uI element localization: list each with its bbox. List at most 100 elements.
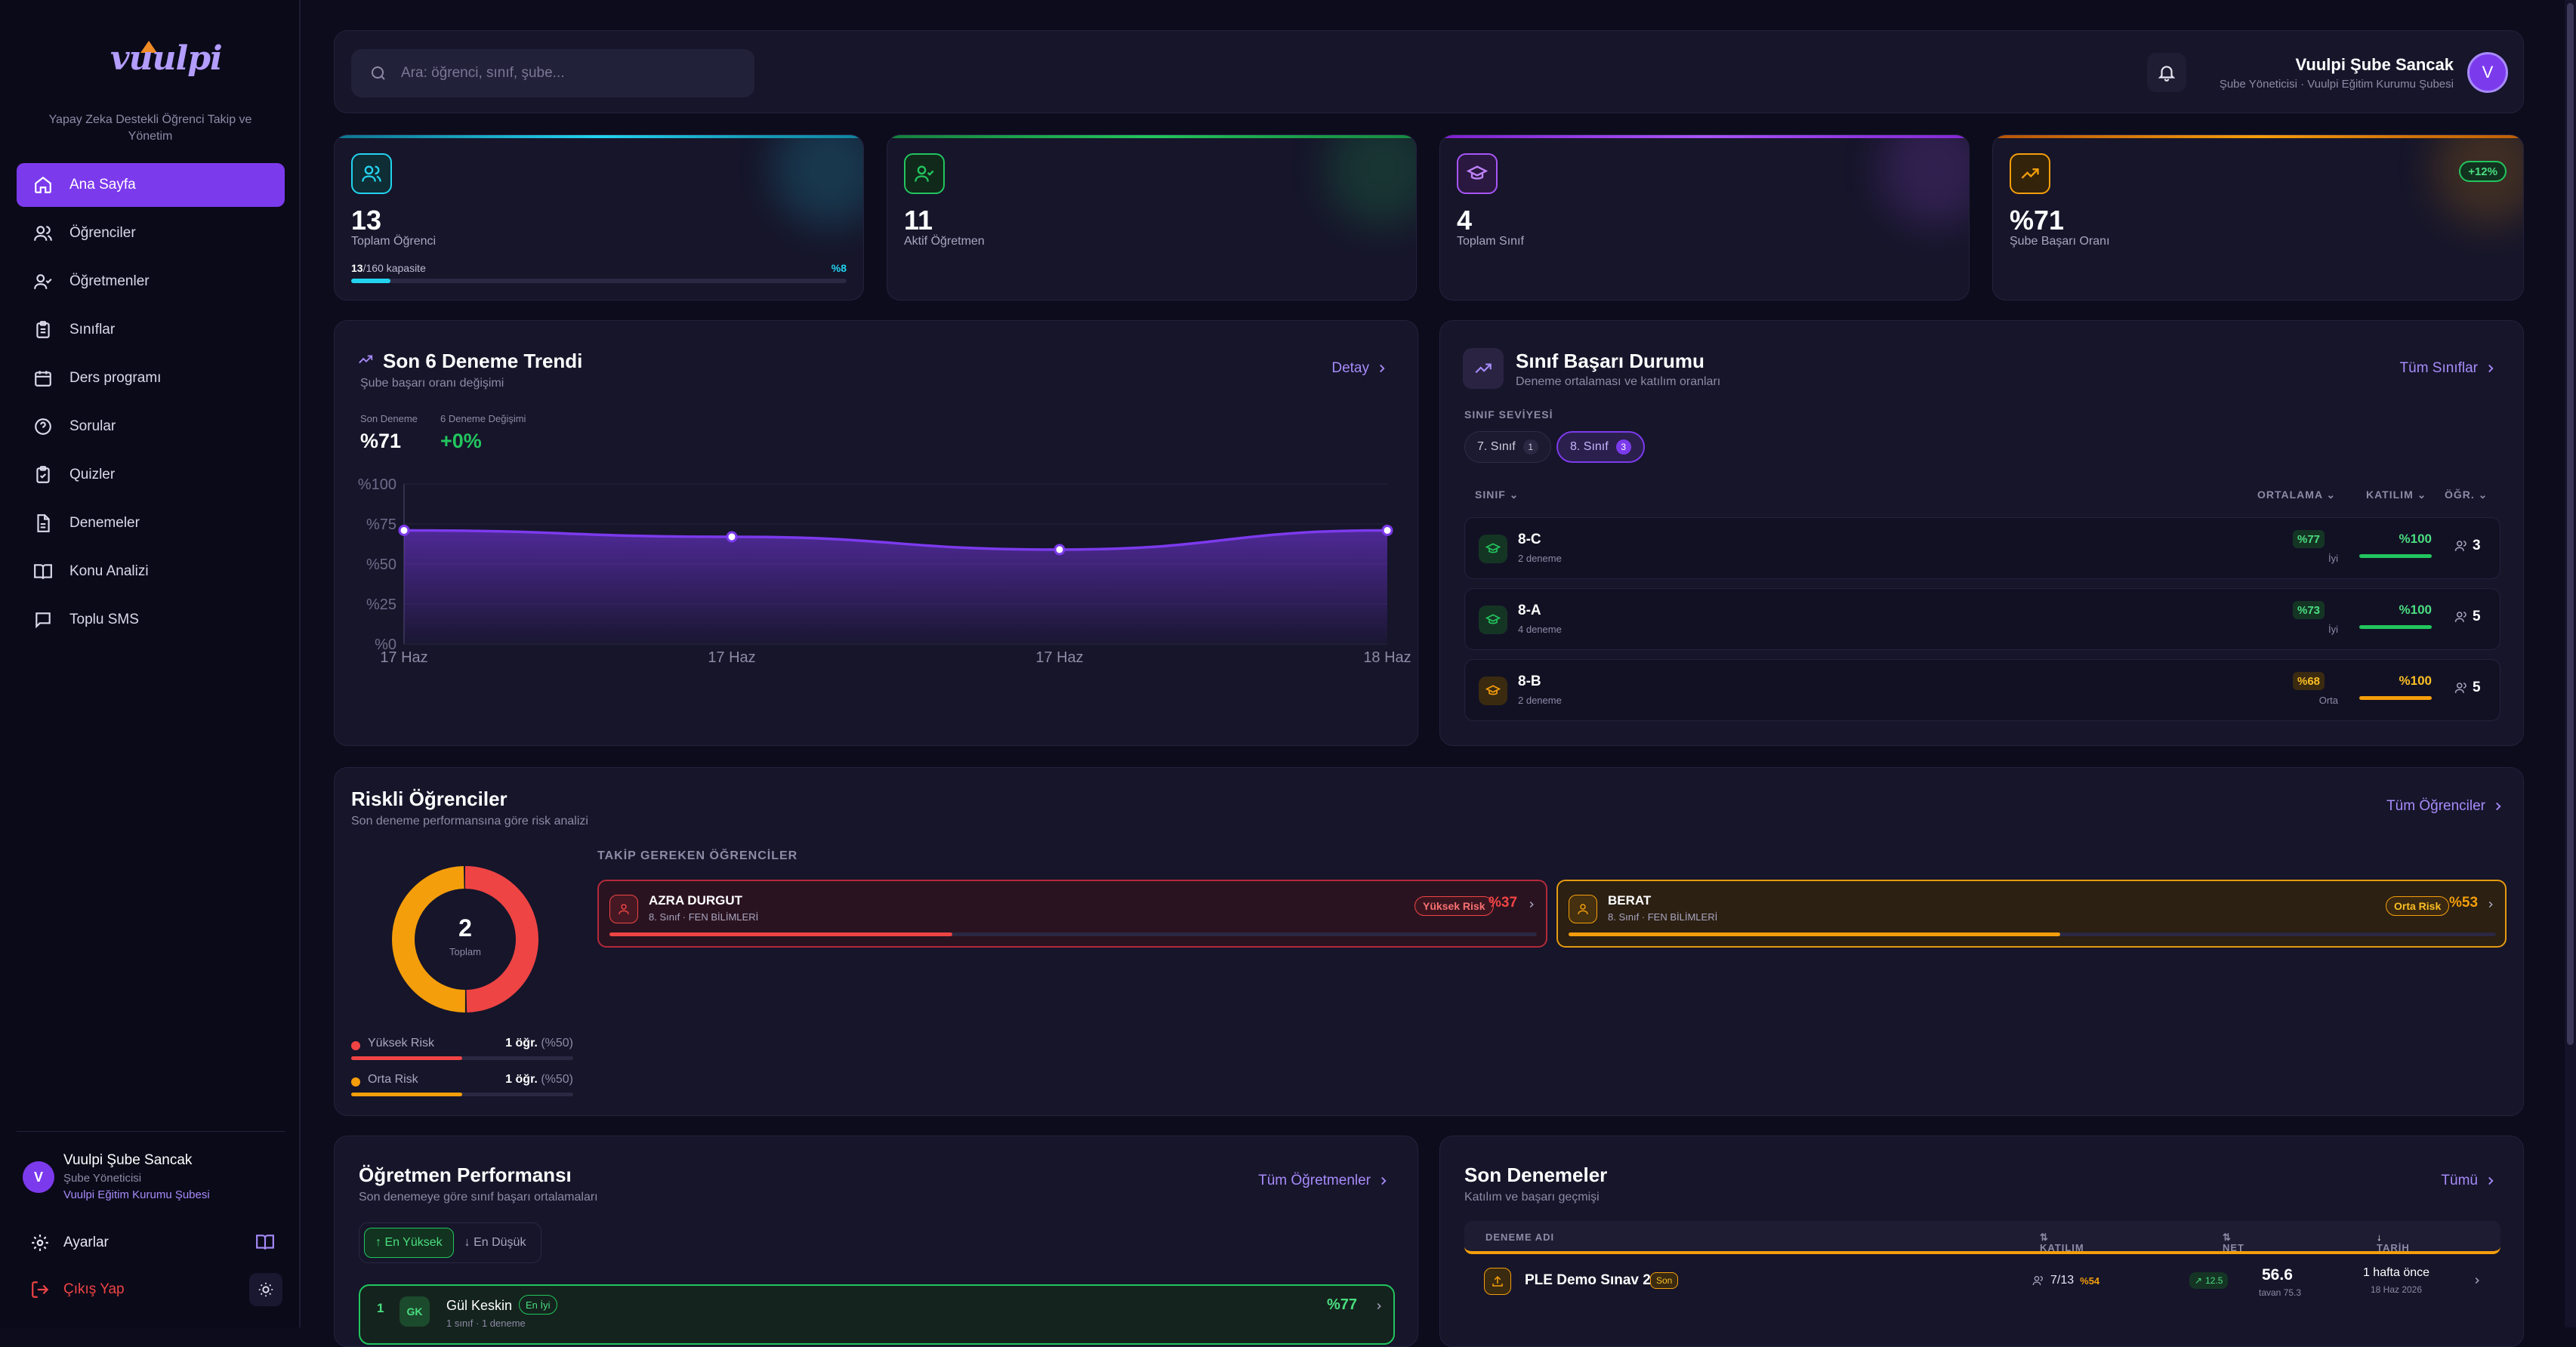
capacity-count: 13 — [351, 262, 363, 274]
stat-card-students: 13 Toplam Öğrenci 13/160 kapasite %8 — [334, 134, 864, 301]
class-name: 8-C — [1518, 532, 1541, 547]
glow — [1325, 135, 1416, 226]
header-label: SINIF — [1475, 489, 1506, 501]
header-sinif[interactable]: SINIF ⌄ — [1475, 489, 1519, 501]
fox-logo-icon — [140, 41, 157, 53]
header-ortalama[interactable]: ORTALAMA ⌄ — [2257, 489, 2337, 501]
scrollbar[interactable] — [2565, 0, 2576, 1327]
sidebar-item-topic-analysis[interactable]: Konu Analizi — [17, 550, 285, 593]
chevron-right-icon — [1380, 364, 1385, 373]
sidebar-item-sms[interactable]: Toplu SMS — [17, 598, 285, 642]
link-label: Tüm Öğrenciler — [2386, 798, 2485, 814]
y-tick-label: %0 — [375, 637, 396, 653]
header-katilim[interactable]: KATILIM ⇅ — [2040, 1231, 2084, 1253]
risk-bar — [609, 932, 1537, 936]
graduation-cap-icon — [1479, 677, 1507, 705]
sidebar-item-home[interactable]: Ana Sayfa — [17, 163, 285, 207]
all-exams-link[interactable]: Tümü — [2441, 1173, 2497, 1189]
accent-bar — [335, 135, 863, 138]
sidebar-item-schedule[interactable]: Ders programı — [17, 356, 285, 400]
scrollbar-thumb[interactable] — [2567, 3, 2574, 1045]
link-label: Tümü — [2441, 1173, 2478, 1188]
legend-dot — [351, 1077, 360, 1087]
y-tick-label: %75 — [366, 516, 396, 533]
chevron-right-icon — [2475, 1277, 2479, 1284]
stat-label: Şube Başarı Oranı — [2010, 235, 2110, 248]
all-teachers-link[interactable]: Tüm Öğretmenler — [1258, 1173, 1390, 1189]
legend-high: Yüksek Risk 1 öğr. (%50) — [351, 1037, 573, 1060]
users-icon — [2454, 612, 2466, 622]
sidebar-item-questions[interactable]: Sorular — [17, 405, 285, 448]
settings-button[interactable]: Ayarlar — [30, 1228, 287, 1258]
risk-student-card[interactable]: AZRA DURGUT 8. Sınıf · FEN BİLİMLERİ Yük… — [597, 880, 1547, 948]
class-row[interactable]: 8-B 2 deneme %68 Orta %100 5 — [1464, 659, 2500, 721]
tab-lowest[interactable]: ↓ En Düşük — [464, 1236, 526, 1249]
y-tick-label: %100 — [358, 476, 396, 493]
sidebar-nav: Ana Sayfa Öğrenciler Öğretmenler Sınıfla… — [17, 163, 285, 646]
pill-label: 7. Sınıf — [1477, 440, 1516, 453]
sidebar-item-label: Sorular — [69, 418, 116, 434]
teacher-name: Gül Keskin — [446, 1298, 513, 1313]
user-icon — [609, 895, 638, 923]
header-katilim[interactable]: KATILIM ⌄ — [2366, 489, 2427, 501]
sidebar-item-label: Ders programı — [69, 370, 162, 386]
sidebar-item-label: Öğrenciler — [69, 225, 136, 241]
book-open-icon[interactable] — [255, 1232, 275, 1252]
x-tick-label: 17 Haz — [380, 649, 427, 666]
gear-icon — [32, 1234, 48, 1251]
header-net[interactable]: NET ⇅ — [2223, 1231, 2244, 1253]
legend-pct: (%50) — [541, 1037, 573, 1050]
data-point — [398, 524, 410, 536]
class-row[interactable]: 8-A 4 deneme %73 İyi %100 5 — [1464, 588, 2500, 650]
upload-icon — [1484, 1268, 1511, 1295]
book-open-icon — [34, 564, 52, 579]
level-pill-8[interactable]: 8. Sınıf 3 — [1556, 431, 1645, 463]
sort-tabs: ↑ En Yüksek ↓ En Düşük — [359, 1222, 542, 1263]
class-sub: 2 deneme — [1518, 553, 1562, 564]
all-students-link[interactable]: Tüm Öğrenciler — [2386, 798, 2505, 815]
sidebar-item-classes[interactable]: Sınıflar — [17, 308, 285, 352]
donut-total: 2 — [458, 914, 472, 942]
x-tick-label: 17 Haz — [708, 649, 755, 666]
exam-row[interactable]: PLE Demo Sınav 2 Son 7/13 %54 ↗ 12.5 56.6 … — [1464, 1260, 2500, 1319]
settings-label: Ayarlar — [63, 1234, 109, 1250]
best-badge: En İyi — [519, 1295, 557, 1315]
sidebar-item-quizzes[interactable]: Quizler — [17, 453, 285, 497]
header-name[interactable]: DENEME ADI — [1485, 1231, 1555, 1243]
katilim-value: %100 — [2399, 674, 2432, 688]
accent-bar — [1993, 135, 2523, 138]
pill-count: 3 — [1615, 439, 1631, 455]
search-input[interactable]: Ara: öğrenci, sınıf, şube... — [351, 49, 754, 97]
sidebar-item-teachers[interactable]: Öğretmenler — [17, 260, 285, 304]
header-ogr[interactable]: ÖĞR. ⌄ — [2445, 489, 2488, 501]
trend-panel: Son 6 Deneme Trendi Şube başarı oranı de… — [334, 320, 1418, 746]
teacher-row[interactable]: 1 GK Gül Keskin En İyi 1 sınıf · 1 denem… — [359, 1284, 1395, 1345]
donut-total-label: Toplam — [449, 946, 481, 957]
tagline: Yapay Zeka Destekli Öğrenci Takip ve Yön… — [48, 113, 252, 143]
header-tarih[interactable]: TARİH ↓ — [2377, 1231, 2410, 1253]
glow — [773, 135, 863, 226]
teacher-sub: 1 sınıf · 1 deneme — [446, 1318, 526, 1329]
logout-button[interactable]: Çıkış Yap — [30, 1275, 257, 1305]
header-label: ÖĞR. — [2445, 489, 2475, 501]
sidebar-user[interactable]: V Vuulpi Şube Sancak Şube Yöneticisi Vuu… — [23, 1149, 279, 1205]
accent-bar — [887, 135, 1416, 138]
y-tick-label: %25 — [366, 596, 396, 613]
legend-bar — [351, 1093, 573, 1096]
sidebar-item-students[interactable]: Öğrenciler — [17, 211, 285, 255]
logo[interactable]: vuulpi — [110, 39, 223, 78]
class-row[interactable]: 8-C 2 deneme %77 İyi %100 3 — [1464, 517, 2500, 579]
sidebar-item-exams[interactable]: Denemeler — [17, 501, 285, 545]
tab-highest[interactable]: ↑ En Yüksek — [364, 1228, 454, 1258]
capacity-fill — [351, 279, 391, 283]
level-pill-7[interactable]: 7. Sınıf 1 — [1464, 431, 1551, 463]
capacity-text: 13/160 kapasite — [351, 262, 426, 274]
pill-count: 1 — [1522, 439, 1538, 455]
avatar[interactable]: V — [2467, 52, 2508, 93]
risk-student-card[interactable]: BERAT 8. Sınıf · FEN BİLİMLERİ Orta Risk… — [1556, 880, 2507, 948]
all-classes-link[interactable]: Tüm Sınıflar — [2400, 360, 2497, 377]
theme-toggle-button[interactable] — [249, 1273, 282, 1306]
notifications-button[interactable] — [2147, 53, 2186, 92]
logout-label: Çıkış Yap — [63, 1281, 125, 1297]
detail-link[interactable]: Detay — [1331, 360, 1389, 377]
